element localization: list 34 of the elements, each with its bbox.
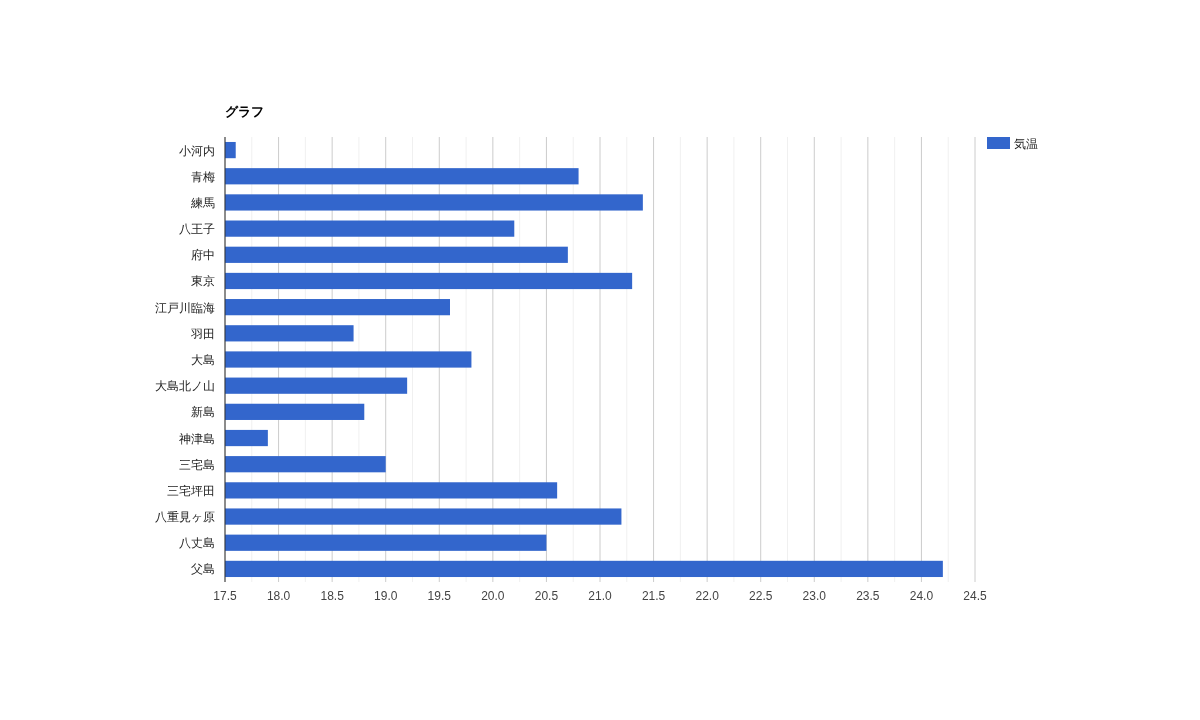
x-tick-label: 18.5 [320, 589, 345, 603]
x-tick-label: 18.0 [266, 589, 291, 603]
y-tick-label: 練馬 [190, 195, 215, 210]
x-tick-label: 20.0 [481, 589, 505, 603]
x-tick-label: 23.0 [802, 589, 827, 603]
legend-label: 気温 [1014, 136, 1038, 151]
y-tick-label: 三宅島 [179, 457, 215, 472]
x-tick-label: 19.0 [374, 589, 398, 603]
chart-title: グラフ [225, 104, 264, 119]
y-tick-label: 青梅 [191, 169, 215, 184]
x-tick-label: 24.5 [963, 589, 987, 603]
x-tick-label: 23.5 [856, 589, 880, 603]
x-tick-label: 22.5 [749, 589, 773, 603]
y-tick-label: 府中 [191, 248, 215, 263]
y-tick-label: 三宅坪田 [167, 483, 215, 498]
y-tick-label: 小河内 [179, 143, 215, 158]
y-tick-label: 羽田 [190, 326, 215, 341]
x-tick-label: 21.0 [588, 589, 612, 603]
x-tick-label: 22.0 [695, 589, 720, 603]
y-tick-label: 江戸川臨海 [155, 300, 215, 315]
x-tick-label: 20.5 [534, 589, 559, 603]
x-tick-label: 24.0 [909, 589, 934, 603]
x-tick-label: 21.5 [641, 589, 666, 603]
x-tick-label: 17.5 [213, 589, 237, 603]
y-tick-label: 八重見ヶ原 [155, 510, 215, 525]
y-tick-label: 父島 [191, 562, 215, 577]
y-tick-label: 大島北ノ山 [155, 379, 215, 394]
x-tick-label: 19.5 [427, 589, 452, 603]
y-tick-label: 東京 [191, 274, 215, 289]
y-tick-label: 神津島 [179, 431, 215, 446]
y-tick-label: 八丈島 [179, 536, 215, 551]
y-tick-label: 新島 [191, 405, 215, 420]
y-tick-label: 八王子 [179, 222, 215, 237]
y-tick-label: 大島 [191, 353, 215, 367]
